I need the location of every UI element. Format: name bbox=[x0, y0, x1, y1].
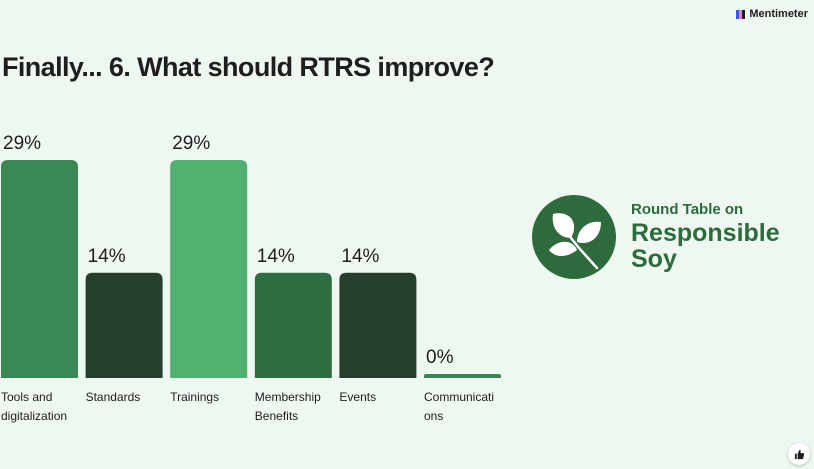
reaction-button[interactable] bbox=[788, 443, 810, 465]
category-label-1-0: Standards bbox=[86, 390, 141, 404]
bar-2 bbox=[170, 160, 248, 378]
bar-1 bbox=[85, 272, 163, 378]
bar-3 bbox=[254, 272, 332, 378]
category-label-4-0: Events bbox=[339, 390, 376, 404]
category-label-0-1: digitalization bbox=[1, 409, 67, 423]
category-label-2-0: Trainings bbox=[170, 390, 219, 404]
bar-4 bbox=[339, 272, 417, 378]
mentimeter-brand: Mentimeter bbox=[736, 8, 808, 20]
category-label-5-0: Communicati bbox=[424, 390, 494, 404]
value-label-4: 14% bbox=[341, 246, 379, 267]
bar-chart: 29% Tools and digitalization 14% Standards 29… bbox=[1, 133, 501, 423]
category-label-3-0: Membership bbox=[255, 390, 321, 404]
bar-5 bbox=[424, 374, 501, 378]
bar-0 bbox=[1, 160, 78, 378]
rtrs-logo-text: Round Table on Responsible Soy bbox=[631, 202, 780, 272]
value-label-3: 14% bbox=[257, 246, 295, 267]
brand-name: Mentimeter bbox=[749, 8, 808, 20]
logo-line-1: Round Table on bbox=[631, 201, 744, 218]
leaves-icon bbox=[532, 195, 616, 279]
category-label-0-0: Tools and bbox=[1, 390, 52, 404]
category-label-3-1: Benefits bbox=[255, 409, 298, 423]
mentimeter-logo-icon bbox=[736, 9, 746, 19]
value-label-2: 29% bbox=[172, 133, 210, 154]
thumbs-up-icon bbox=[794, 449, 804, 459]
chart-title: Finally... 6. What should RTRS improve? bbox=[2, 52, 495, 82]
value-label-5: 0% bbox=[426, 347, 454, 368]
logo-line-2: Responsible bbox=[631, 219, 780, 247]
value-label-0: 29% bbox=[3, 133, 41, 154]
value-label-1: 14% bbox=[88, 246, 126, 267]
logo-line-3: Soy bbox=[631, 245, 677, 273]
category-label-5-1: ons bbox=[424, 409, 443, 423]
